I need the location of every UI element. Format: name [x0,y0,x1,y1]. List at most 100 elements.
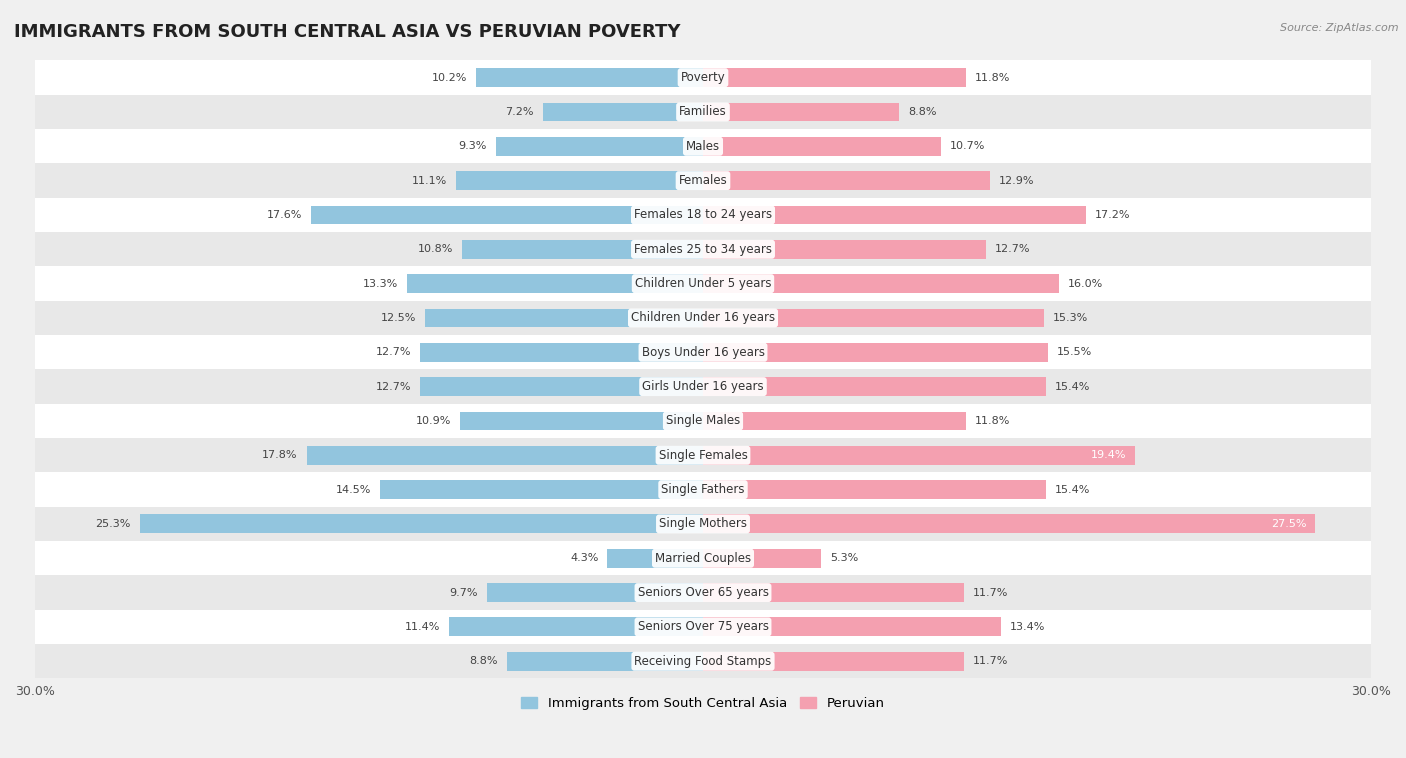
Text: 10.9%: 10.9% [416,416,451,426]
Text: Children Under 5 years: Children Under 5 years [634,277,772,290]
Bar [475,68,703,87]
Bar [703,515,1316,534]
Bar [456,171,703,190]
Text: 15.3%: 15.3% [1053,313,1088,323]
Bar [463,240,703,258]
Bar [607,549,703,568]
Bar [703,102,898,121]
Bar [35,438,1371,472]
Bar [35,404,1371,438]
Text: 16.0%: 16.0% [1069,279,1104,289]
Text: 4.3%: 4.3% [569,553,599,563]
Bar [35,507,1371,541]
Text: 17.6%: 17.6% [267,210,302,220]
Text: 19.4%: 19.4% [1091,450,1126,460]
Text: 12.5%: 12.5% [381,313,416,323]
Text: 25.3%: 25.3% [96,519,131,529]
Text: Single Females: Single Females [658,449,748,462]
Text: 11.7%: 11.7% [973,656,1008,666]
Text: 12.7%: 12.7% [994,244,1031,254]
Bar [35,541,1371,575]
Text: Girls Under 16 years: Girls Under 16 years [643,380,763,393]
Bar [460,412,703,431]
Text: 10.7%: 10.7% [950,141,986,152]
Text: 13.3%: 13.3% [363,279,398,289]
Bar [449,618,703,637]
Text: 27.5%: 27.5% [1271,519,1306,529]
Text: 11.4%: 11.4% [405,622,440,632]
Bar [35,609,1371,644]
Bar [703,480,1046,499]
Text: 14.5%: 14.5% [336,484,371,495]
Bar [703,446,1135,465]
Bar [406,274,703,293]
Bar [35,267,1371,301]
Bar [703,652,963,671]
Text: 9.7%: 9.7% [450,587,478,597]
Bar [703,583,963,602]
Text: Poverty: Poverty [681,71,725,84]
Text: 11.1%: 11.1% [412,176,447,186]
Bar [486,583,703,602]
Bar [420,377,703,396]
Bar [703,205,1085,224]
Bar [307,446,703,465]
Text: 11.8%: 11.8% [974,416,1010,426]
Bar [703,137,941,155]
Text: Females 25 to 34 years: Females 25 to 34 years [634,243,772,255]
Text: Boys Under 16 years: Boys Under 16 years [641,346,765,359]
Text: Children Under 16 years: Children Under 16 years [631,312,775,324]
Bar [35,335,1371,369]
Text: 12.7%: 12.7% [375,381,412,392]
Bar [703,618,1001,637]
Text: 13.4%: 13.4% [1011,622,1046,632]
Bar [420,343,703,362]
Text: Receiving Food Stamps: Receiving Food Stamps [634,655,772,668]
Text: Source: ZipAtlas.com: Source: ZipAtlas.com [1281,23,1399,33]
Bar [703,274,1059,293]
Legend: Immigrants from South Central Asia, Peruvian: Immigrants from South Central Asia, Peru… [516,691,890,715]
Text: IMMIGRANTS FROM SOUTH CENTRAL ASIA VS PERUVIAN POVERTY: IMMIGRANTS FROM SOUTH CENTRAL ASIA VS PE… [14,23,681,41]
Bar [35,95,1371,129]
Bar [35,472,1371,507]
Text: 7.2%: 7.2% [505,107,534,117]
Text: 10.2%: 10.2% [432,73,467,83]
Text: 8.8%: 8.8% [470,656,498,666]
Text: 15.4%: 15.4% [1054,484,1090,495]
Text: Single Fathers: Single Fathers [661,483,745,496]
Bar [508,652,703,671]
Bar [139,515,703,534]
Text: 9.3%: 9.3% [458,141,486,152]
Bar [35,198,1371,232]
Bar [425,309,703,327]
Bar [35,232,1371,267]
Text: 17.8%: 17.8% [262,450,298,460]
Text: Families: Families [679,105,727,118]
Text: 15.4%: 15.4% [1054,381,1090,392]
Text: 12.7%: 12.7% [375,347,412,357]
Text: Single Mothers: Single Mothers [659,518,747,531]
Bar [703,549,821,568]
Bar [703,68,966,87]
Bar [35,575,1371,609]
Bar [311,205,703,224]
Text: Seniors Over 75 years: Seniors Over 75 years [637,621,769,634]
Bar [703,377,1046,396]
Bar [35,301,1371,335]
Bar [703,240,986,258]
Bar [35,61,1371,95]
Text: 10.8%: 10.8% [418,244,454,254]
Bar [380,480,703,499]
Bar [35,129,1371,164]
Text: 17.2%: 17.2% [1095,210,1130,220]
Bar [703,412,966,431]
Text: 15.5%: 15.5% [1057,347,1092,357]
Text: Seniors Over 65 years: Seniors Over 65 years [637,586,769,599]
Text: 11.8%: 11.8% [974,73,1010,83]
Bar [703,171,990,190]
Text: Single Males: Single Males [666,415,740,428]
Text: 8.8%: 8.8% [908,107,936,117]
Text: Married Couples: Married Couples [655,552,751,565]
Bar [543,102,703,121]
Text: Males: Males [686,139,720,153]
